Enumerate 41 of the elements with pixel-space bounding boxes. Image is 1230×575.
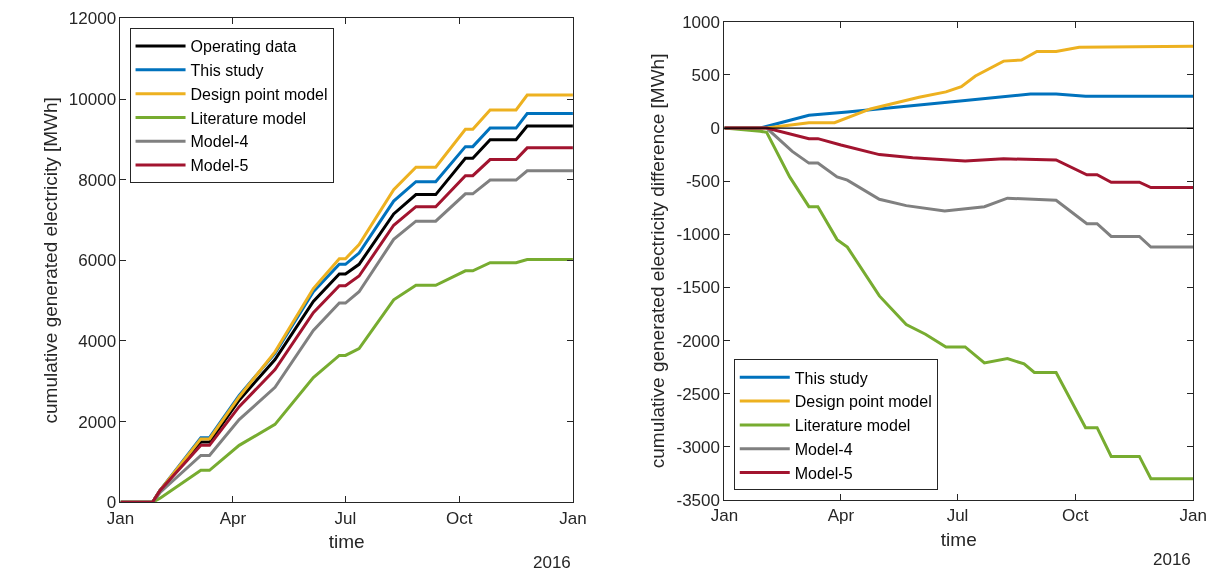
y-tick-label: 8000 [78,170,117,190]
legend-label: Design point model [794,393,932,411]
y-tick-label: 10000 [68,90,117,110]
y-tick-label: 12000 [68,9,117,29]
legend-label: Model-5 [190,157,249,175]
line-series [724,126,1194,190]
y-tick-label: -3000 [676,437,720,457]
x-tick-label: Jan [559,508,587,528]
y-tick-label: 500 [691,65,720,85]
y-axis-title: cumulative generated electricity difference [MWh] [647,53,669,469]
x-tick-label: Oct [445,508,473,528]
x-tick-label: Jan [1179,506,1207,526]
x-tick-label: Apr [827,506,855,526]
x-axis-title: time [328,531,365,553]
legend-label: Operating data [190,38,297,56]
y-tick-label: -500 [685,172,720,192]
legend-label: Model-4 [794,440,853,458]
x-axis-title: time [940,529,977,551]
x-tick-label: Oct [1062,506,1089,526]
y-tick-label: 0 [710,119,720,138]
x-tick-label: Jul [946,506,969,526]
y-tick-label: 4000 [78,331,117,351]
y-tick-label: -1500 [676,278,720,298]
legend-label: Design point model [190,85,328,103]
legend-label: Model-4 [190,133,249,151]
x-tick-label: Apr [219,508,247,528]
legend-label: Literature model [794,417,911,435]
y-tick-label: -2000 [676,331,720,351]
y-tick-label: -2500 [676,384,720,404]
y-tick-label: 6000 [78,251,117,271]
y-tick-label: 1000 [682,12,720,32]
y-tick-label: 2000 [78,412,117,432]
y-tick-label: -1000 [676,225,720,245]
legend-label: Model-5 [794,464,853,482]
legend-label: Literature model [190,109,307,127]
legend-label: This study [794,369,868,387]
legend-label: This study [190,62,264,80]
y-axis-title: cumulative generated electricity [MWh] [39,97,61,424]
text: 2016 [1153,550,1191,569]
x-tick-label: Jul [334,508,357,528]
text: 2016 [533,553,571,572]
